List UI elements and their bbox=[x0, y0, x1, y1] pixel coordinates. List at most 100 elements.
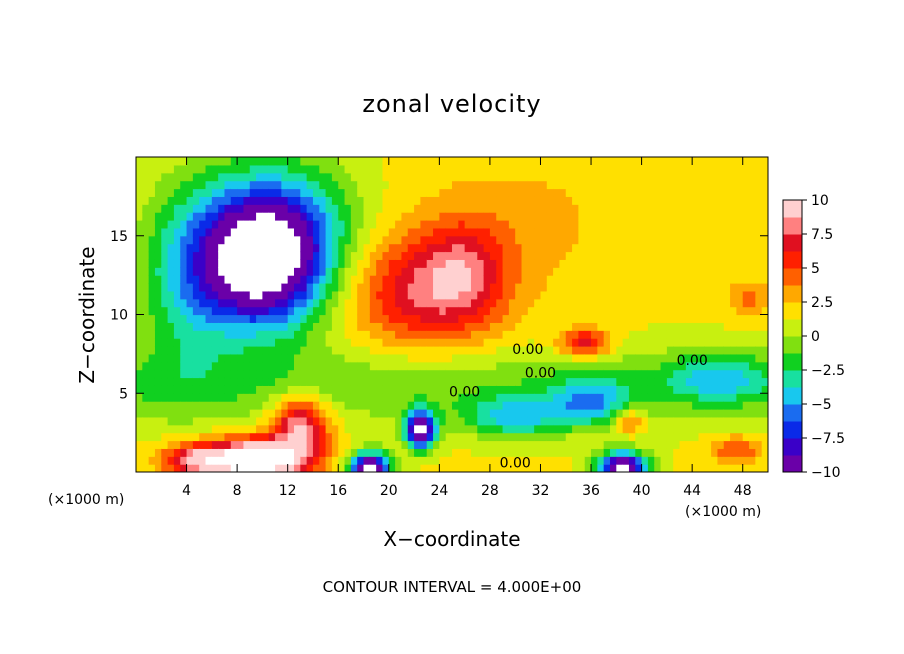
heatmap-cell bbox=[445, 385, 453, 394]
heatmap-cell bbox=[723, 432, 731, 442]
heatmap-cell bbox=[603, 409, 611, 418]
heatmap-cell bbox=[496, 377, 504, 386]
heatmap-cell bbox=[540, 330, 548, 339]
heatmap-cell bbox=[350, 251, 358, 260]
heatmap-cell bbox=[584, 369, 592, 379]
heatmap-cell bbox=[660, 275, 668, 284]
heatmap-cell bbox=[591, 243, 598, 253]
heatmap-cell bbox=[578, 456, 586, 465]
heatmap-cell bbox=[382, 361, 390, 371]
heatmap-cell bbox=[470, 393, 478, 402]
heatmap-cell bbox=[319, 243, 327, 253]
heatmap-cell bbox=[496, 416, 504, 426]
heatmap-cell bbox=[464, 416, 472, 426]
heatmap-cell bbox=[755, 314, 763, 323]
heatmap-cell bbox=[546, 164, 554, 174]
heatmap-cell bbox=[572, 298, 579, 308]
heatmap-cell bbox=[616, 338, 624, 347]
heatmap-cell bbox=[647, 267, 655, 276]
heatmap-cell bbox=[546, 180, 554, 190]
heatmap-cell bbox=[641, 290, 649, 300]
heatmap-cell bbox=[692, 401, 700, 410]
heatmap-cell bbox=[717, 385, 725, 394]
heatmap-cell bbox=[616, 330, 624, 339]
heatmap-cell bbox=[628, 227, 636, 237]
x-tick-label: 44 bbox=[683, 483, 701, 499]
heatmap-cell bbox=[761, 432, 768, 442]
heatmap-cell bbox=[350, 283, 358, 292]
heatmap-cell bbox=[730, 220, 737, 229]
heatmap-cell bbox=[407, 267, 415, 276]
heatmap-cell bbox=[136, 283, 143, 292]
heatmap-cell bbox=[319, 172, 327, 182]
heatmap-cell bbox=[603, 196, 611, 205]
heatmap-cell bbox=[243, 338, 251, 347]
heatmap-cell bbox=[616, 440, 624, 449]
heatmap-cell bbox=[363, 322, 371, 331]
heatmap-cell bbox=[723, 306, 731, 316]
heatmap-cell bbox=[199, 385, 207, 394]
heatmap-cell bbox=[502, 424, 510, 434]
heatmap-cell bbox=[603, 432, 611, 442]
heatmap-cell bbox=[439, 180, 447, 190]
heatmap-cell bbox=[521, 409, 529, 418]
heatmap-cell bbox=[755, 220, 763, 229]
heatmap-cell bbox=[161, 314, 169, 323]
heatmap-cell bbox=[350, 220, 358, 229]
heatmap-cell bbox=[388, 314, 396, 323]
heatmap-cell bbox=[755, 432, 763, 442]
colorbar-tick-label: 0 bbox=[811, 329, 820, 345]
heatmap-cell bbox=[312, 330, 320, 339]
heatmap-cell bbox=[673, 196, 681, 205]
heatmap-cell bbox=[338, 164, 346, 174]
heatmap-cell bbox=[426, 424, 434, 434]
heatmap-cell bbox=[268, 164, 276, 174]
heatmap-cell bbox=[445, 314, 453, 323]
heatmap-cell bbox=[464, 204, 472, 213]
heatmap-cell bbox=[205, 172, 213, 182]
heatmap-cell bbox=[477, 385, 485, 394]
heatmap-cell bbox=[136, 290, 143, 300]
heatmap-cell bbox=[496, 227, 504, 237]
heatmap-cell bbox=[211, 157, 219, 166]
heatmap-cell bbox=[515, 180, 523, 190]
heatmap-cell bbox=[433, 235, 440, 245]
heatmap-cell bbox=[237, 164, 245, 174]
heatmap-cell bbox=[395, 424, 403, 434]
heatmap-cell bbox=[641, 212, 649, 221]
heatmap-cell bbox=[502, 409, 510, 418]
heatmap-cell bbox=[527, 243, 535, 253]
heatmap-cell bbox=[546, 251, 554, 260]
heatmap-cell bbox=[237, 377, 245, 386]
heatmap-cell bbox=[597, 393, 605, 402]
heatmap-cell bbox=[161, 409, 169, 418]
heatmap-cell bbox=[698, 401, 706, 410]
heatmap-cell bbox=[192, 456, 200, 465]
heatmap-cell bbox=[730, 385, 737, 394]
heatmap-cell bbox=[603, 314, 611, 323]
heatmap-cell bbox=[730, 259, 737, 268]
heatmap-cell bbox=[749, 448, 756, 457]
heatmap-cell bbox=[294, 290, 301, 300]
heatmap-cell bbox=[167, 235, 175, 245]
heatmap-cell bbox=[736, 235, 744, 245]
heatmap-cell bbox=[395, 385, 403, 394]
heatmap-cell bbox=[673, 243, 681, 253]
heatmap-cell bbox=[445, 377, 453, 386]
heatmap-cell bbox=[331, 456, 339, 465]
heatmap-cell bbox=[325, 401, 333, 410]
heatmap-cell bbox=[224, 157, 232, 166]
heatmap-cell bbox=[496, 267, 504, 276]
heatmap-cell bbox=[407, 243, 415, 253]
heatmap-cell bbox=[230, 330, 238, 339]
heatmap-cell bbox=[584, 416, 592, 426]
heatmap-cell bbox=[388, 456, 396, 465]
heatmap-cell bbox=[647, 448, 655, 457]
heatmap-cell bbox=[154, 196, 162, 205]
heatmap-cell bbox=[553, 275, 561, 284]
heatmap-cell bbox=[192, 235, 200, 245]
heatmap-cell bbox=[306, 377, 314, 386]
heatmap-cell bbox=[521, 424, 529, 434]
heatmap-cell bbox=[294, 464, 301, 472]
heatmap-cell bbox=[325, 306, 333, 316]
